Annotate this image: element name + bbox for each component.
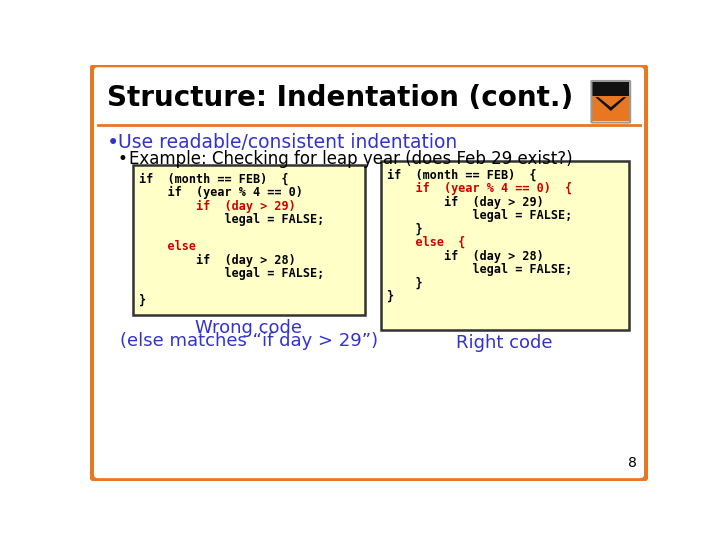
Text: if  (day > 29): if (day > 29): [387, 195, 544, 209]
Text: legal = FALSE;: legal = FALSE;: [139, 267, 324, 280]
FancyBboxPatch shape: [91, 65, 647, 481]
Text: if  (year % 4 == 0)  {: if (year % 4 == 0) {: [387, 182, 572, 195]
Text: Use readable/consistent indentation: Use readable/consistent indentation: [118, 132, 457, 152]
Text: Structure: Indentation (cont.): Structure: Indentation (cont.): [107, 84, 573, 112]
FancyBboxPatch shape: [98, 71, 640, 125]
Text: else: else: [139, 240, 196, 253]
Text: Right code: Right code: [456, 334, 553, 352]
Text: if  (day > 28): if (day > 28): [387, 249, 544, 262]
Bar: [381, 161, 629, 330]
Text: •: •: [107, 132, 120, 153]
Text: legal = FALSE;: legal = FALSE;: [139, 213, 324, 226]
Text: if  (month == FEB)  {: if (month == FEB) {: [139, 173, 289, 186]
Text: 8: 8: [629, 456, 637, 470]
Polygon shape: [595, 97, 626, 111]
Text: •: •: [118, 150, 127, 167]
Text: }: }: [387, 276, 423, 289]
Text: Wrong code: Wrong code: [195, 319, 302, 337]
Bar: [593, 82, 629, 96]
Text: }: }: [387, 290, 394, 303]
Text: if  (day > 28): if (day > 28): [139, 253, 296, 267]
Text: if  (day > 29): if (day > 29): [139, 200, 296, 213]
Text: legal = FALSE;: legal = FALSE;: [387, 263, 572, 276]
Text: if  (year % 4 == 0): if (year % 4 == 0): [139, 186, 302, 199]
Text: Example: Checking for leap year (does Feb 29 exist?): Example: Checking for leap year (does Fe…: [129, 150, 572, 167]
Text: else  {: else {: [387, 236, 465, 249]
Text: if  (month == FEB)  {: if (month == FEB) {: [387, 168, 536, 182]
Text: (else matches “if day > 29”): (else matches “if day > 29”): [120, 332, 378, 350]
Bar: [132, 165, 365, 315]
FancyBboxPatch shape: [591, 93, 630, 121]
Text: }: }: [139, 294, 146, 307]
Text: legal = FALSE;: legal = FALSE;: [387, 209, 572, 222]
Text: }: }: [387, 222, 423, 235]
